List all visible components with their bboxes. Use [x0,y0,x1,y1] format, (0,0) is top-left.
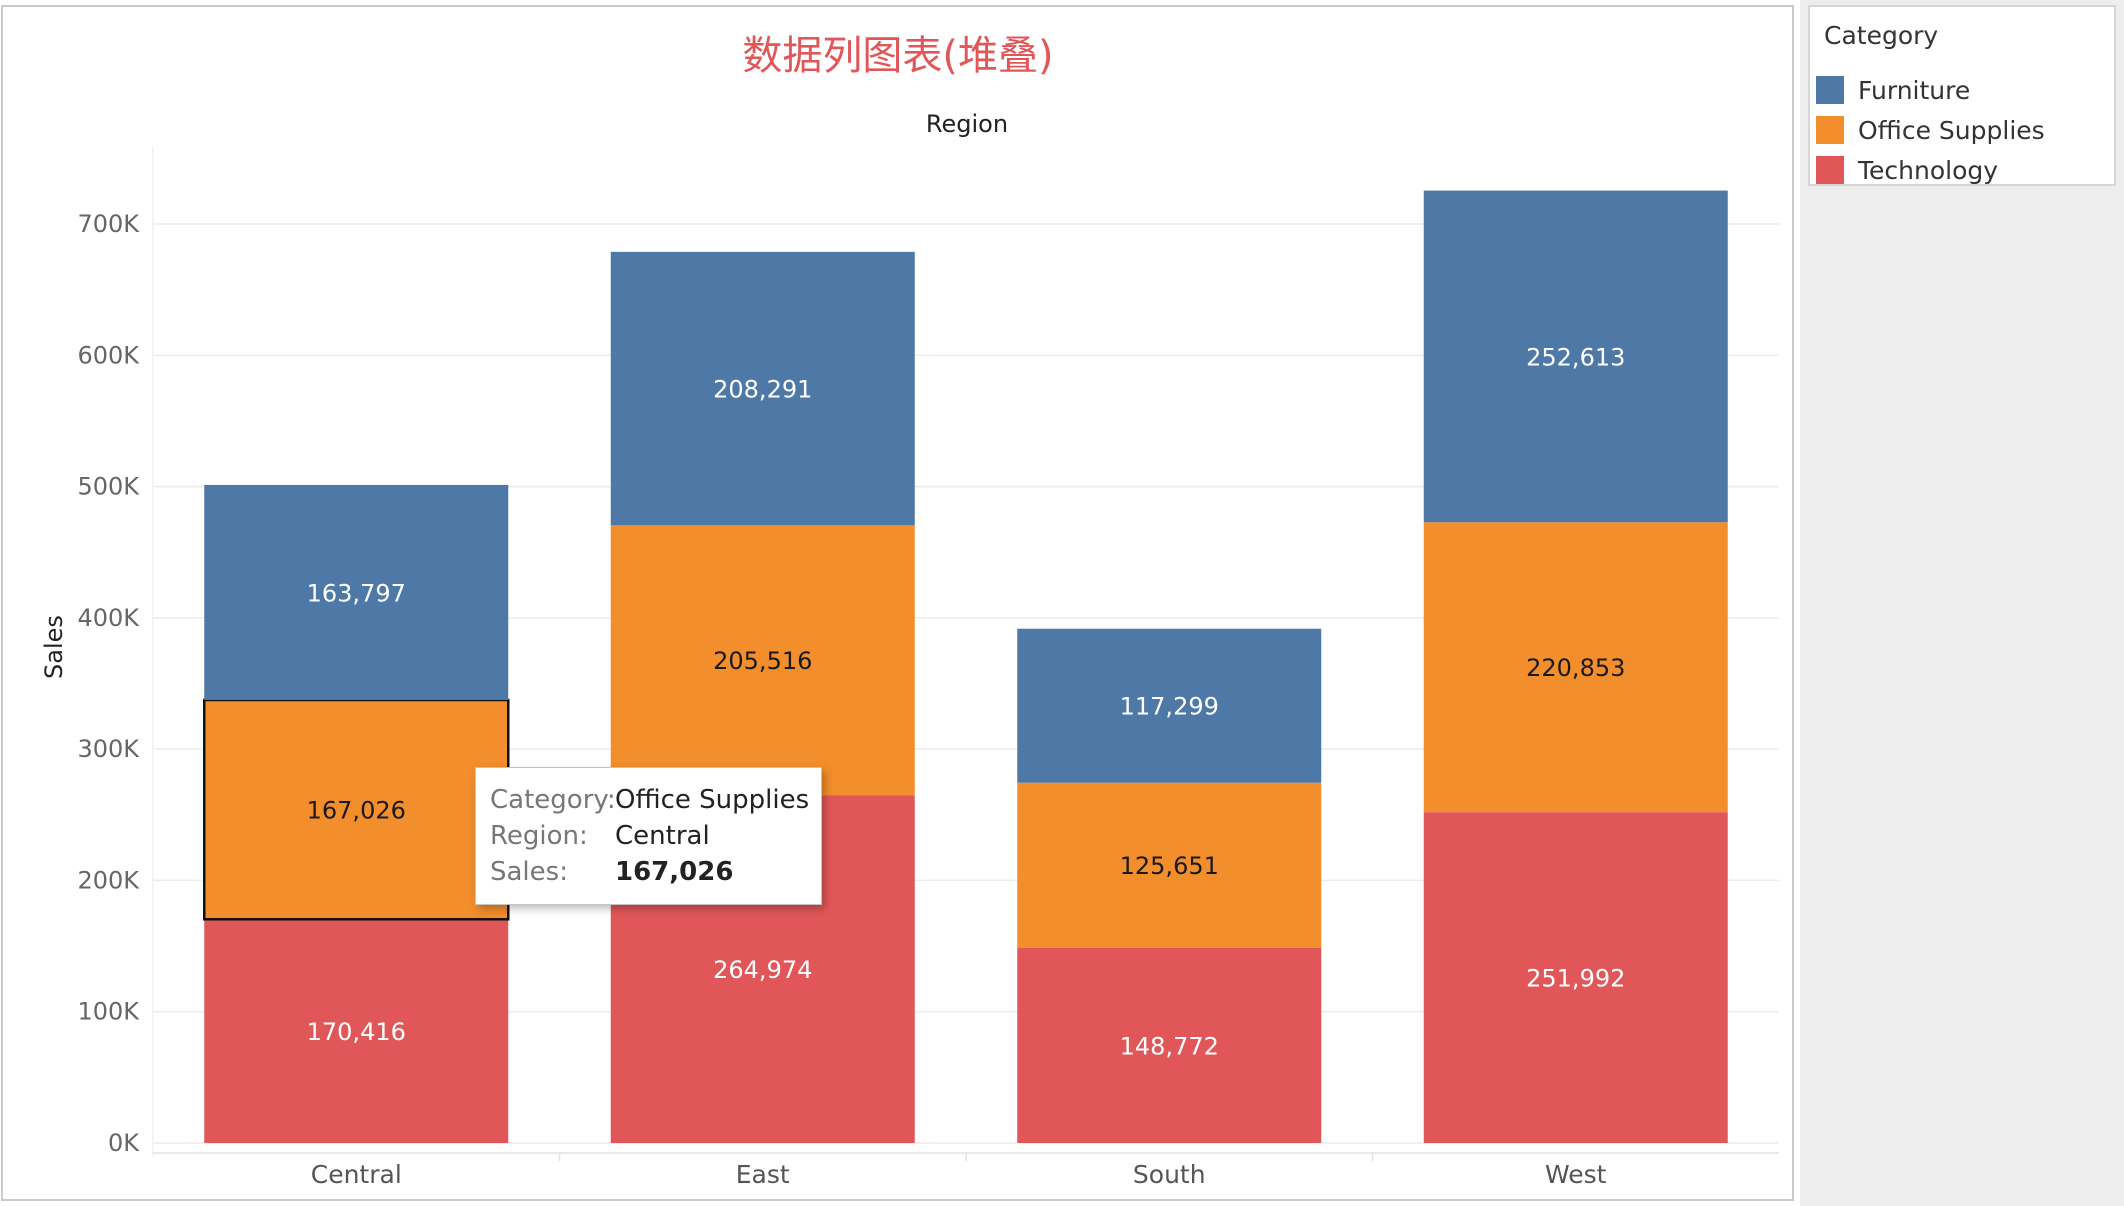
x-axis-title: Region [926,110,1008,138]
data-label-furniture-central: 163,797 [307,579,406,607]
side-panel [1800,0,2124,1206]
y-axis-ticks: 0K 100K 200K 300K 400K 500K 600K 700K [77,210,140,1157]
data-label-technology-central: 170,416 [307,1018,406,1046]
data-label-technology-west: 251,992 [1526,965,1625,993]
data-label-technology-south: 148,772 [1120,1032,1219,1060]
data-label-technology-east: 264,974 [713,956,812,984]
legend-swatch-technology [1816,156,1844,184]
data-label-office-supplies-south: 125,651 [1120,852,1219,880]
legend-label-technology: Technology [1858,155,1999,185]
tooltip-label-category: Category: [490,785,616,815]
legend-label-office-supplies: Office Supplies [1858,115,2045,145]
bar-segment-furniture-west[interactable] [1423,190,1728,523]
tooltip-value-sales: 167,026 [615,857,734,887]
data-label-furniture-south: 117,299 [1120,693,1219,721]
bars [203,190,1728,1143]
bar-segment-furniture-south[interactable] [1017,628,1322,783]
bar-segment-office-supplies-south[interactable] [1017,782,1322,948]
tooltip-label-region: Region: [490,821,588,851]
tooltip-value-category: Office Supplies [615,785,810,815]
y-tick-label: 100K [77,998,140,1026]
chart-frame: 数据列图表(堆叠) Region Sales 0K 100K 200K 300K 400… [1,5,1794,1201]
y-axis-title: Sales [40,615,68,679]
data-label-office-supplies-west: 220,853 [1526,654,1625,682]
x-category-label-west: West [1545,1160,1607,1189]
bar-segment-furniture-central[interactable] [204,484,509,700]
chart-title: 数据列图表(堆叠) [742,33,1053,79]
bar-segment-technology-west[interactable] [1423,812,1728,1143]
data-label-office-supplies-east: 205,516 [713,647,812,675]
bar-segment-technology-central[interactable] [204,919,509,1143]
data-label-furniture-east: 208,291 [713,376,812,404]
tooltip-label-sales: Sales: [490,857,568,887]
bar-segment-furniture-east[interactable] [610,251,915,526]
legend: Category Furniture Office Supplies Techn… [1808,5,2116,186]
y-tick-label: 0K [108,1129,140,1157]
tooltip-value-region: Central [615,821,710,851]
data-label-office-supplies-central: 167,026 [307,797,406,825]
data-labels: 170,416 167,026 163,797 264,974 205,516 208,2… [307,343,1626,1060]
bar-segment-technology-south[interactable] [1017,947,1322,1143]
tooltip: Category: Office Supplies Region: Centra… [475,767,822,905]
y-tick-label: 600K [77,341,140,369]
y-tick-label: 300K [77,735,140,763]
y-tick-label: 500K [77,473,140,501]
x-category-label-east: East [736,1160,790,1189]
legend-swatch-office-supplies [1816,116,1844,144]
bar-segment-office-supplies-east[interactable] [610,525,915,796]
stacked-bar-chart: 数据列图表(堆叠) Region Sales 0K 100K 200K 300K 400… [40,33,1779,1189]
y-tick-label: 400K [77,604,140,632]
bar-segment-office-supplies-west[interactable] [1423,522,1728,813]
data-label-furniture-west: 252,613 [1526,343,1625,371]
x-axis-categories: Central East South West [311,1160,1607,1189]
y-tick-label: 200K [77,866,140,894]
legend-label-furniture: Furniture [1858,75,1971,105]
legend-item-office-supplies[interactable]: Office Supplies [1816,114,2045,146]
legend-item-technology[interactable]: Technology [1816,154,1998,186]
legend-title: Category [1824,21,1939,50]
x-category-label-central: Central [311,1160,402,1189]
y-tick-label: 700K [77,210,140,238]
legend-swatch-furniture [1816,76,1844,104]
bar-segment-office-supplies-central[interactable] [203,698,510,921]
x-category-label-south: South [1133,1160,1206,1189]
legend-item-furniture[interactable]: Furniture [1816,74,1970,106]
